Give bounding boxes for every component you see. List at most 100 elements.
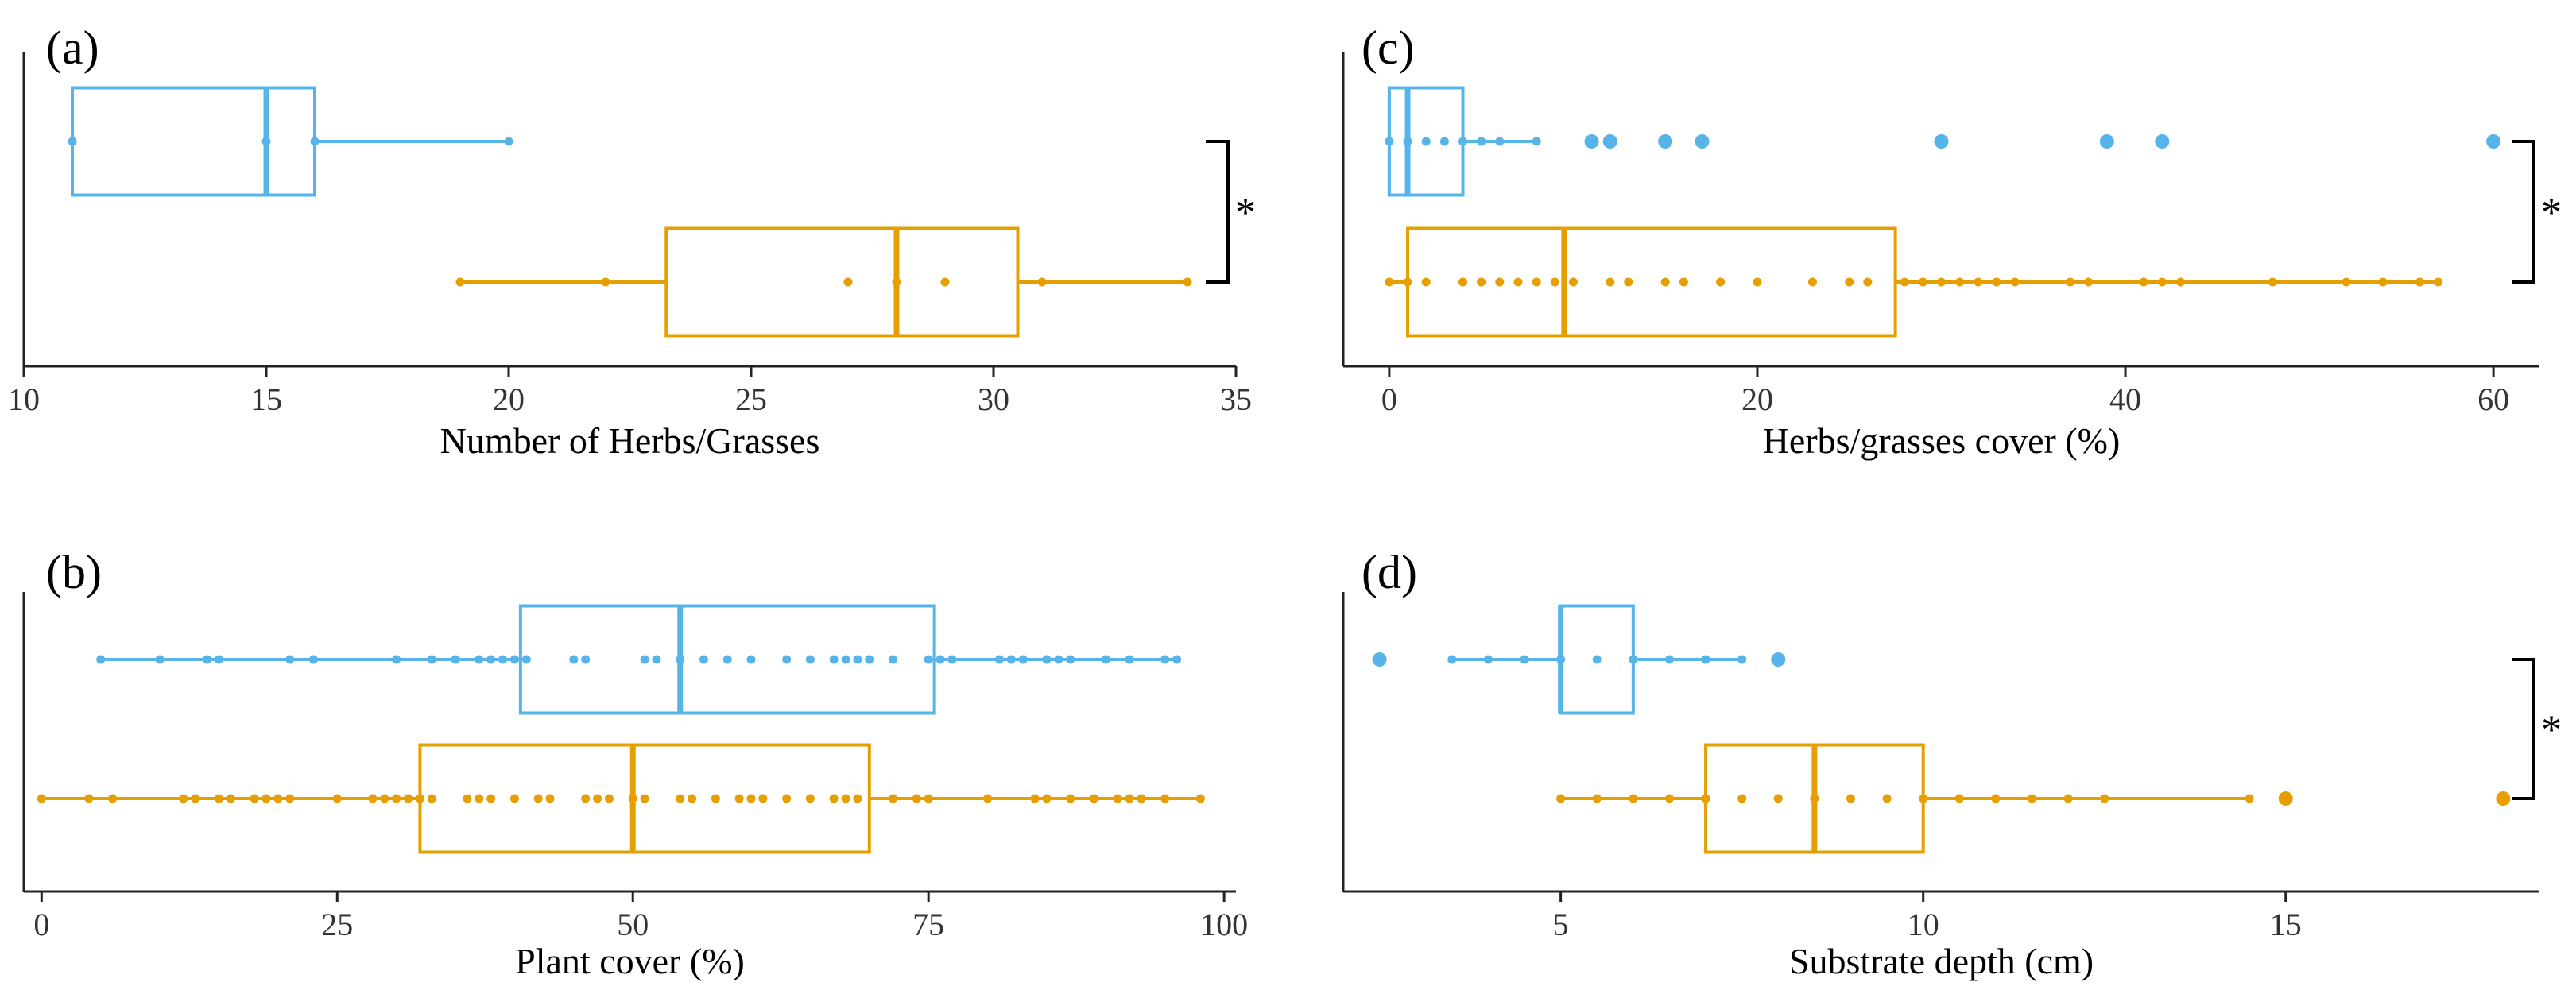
x-axis-label: Number of Herbs/Grasses xyxy=(440,420,820,461)
data-point xyxy=(722,655,732,664)
data-point xyxy=(1458,137,1467,146)
data-point xyxy=(1066,794,1075,803)
series-group1 xyxy=(1385,86,2501,197)
data-point xyxy=(676,655,685,664)
data-point xyxy=(285,655,295,664)
data-point xyxy=(533,794,543,803)
panel-label-a: (a) xyxy=(46,21,99,74)
data-point xyxy=(498,655,508,664)
data-point xyxy=(2066,277,2075,287)
significance-bracket xyxy=(2512,658,2535,800)
data-point xyxy=(463,794,472,803)
data-point xyxy=(2139,277,2148,287)
data-point xyxy=(628,794,637,803)
x-tick-label: 75 xyxy=(912,907,944,942)
data-point xyxy=(889,655,898,664)
data-point xyxy=(1664,794,1674,803)
outlier-point xyxy=(2486,134,2501,149)
data-point xyxy=(2157,277,2167,287)
data-point xyxy=(1160,794,1170,803)
data-point xyxy=(1018,655,1028,664)
iqr-box xyxy=(518,604,936,715)
data-point xyxy=(1701,655,1710,664)
x-tick-label: 40 xyxy=(2109,381,2141,417)
data-point xyxy=(2245,794,2254,803)
series-group1 xyxy=(68,86,513,197)
x-tick-label: 15 xyxy=(250,381,282,417)
significance-asterisk: * xyxy=(2541,708,2562,753)
data-point xyxy=(640,655,649,664)
data-point xyxy=(711,794,720,803)
data-point xyxy=(1992,277,2001,287)
data-point xyxy=(1550,277,1559,287)
data-point xyxy=(545,794,555,803)
data-point xyxy=(805,794,815,803)
outlier-point xyxy=(1771,652,1786,667)
data-point xyxy=(1054,655,1063,664)
data-point xyxy=(581,655,591,664)
data-point xyxy=(250,794,259,803)
data-point xyxy=(1477,137,1486,146)
data-point xyxy=(1624,277,1633,287)
data-point xyxy=(1737,655,1747,664)
panel-d: (d) 5 10 15 Substrate depth (cm) * xyxy=(1342,546,2562,981)
data-point xyxy=(1955,277,1965,287)
data-point xyxy=(404,794,413,803)
data-point xyxy=(1125,655,1134,664)
data-point xyxy=(601,277,610,287)
data-point xyxy=(1403,137,1412,146)
x-tick-label: 0 xyxy=(33,907,49,942)
data-point xyxy=(1195,794,1205,803)
x-tick-label: 0 xyxy=(1381,381,1397,417)
data-point xyxy=(1532,277,1541,287)
data-point xyxy=(805,655,815,664)
data-point xyxy=(2415,277,2424,287)
data-point xyxy=(427,655,436,664)
data-point xyxy=(1592,794,1602,803)
data-point xyxy=(676,794,685,803)
data-point xyxy=(2028,794,2037,803)
data-point xyxy=(569,655,579,664)
data-point xyxy=(37,794,46,803)
data-point xyxy=(1737,794,1747,803)
x-axis-label: Plant cover (%) xyxy=(515,941,745,981)
data-point xyxy=(84,794,94,803)
significance-bracket xyxy=(1206,140,1230,284)
data-point xyxy=(486,655,496,664)
data-point xyxy=(486,794,496,803)
data-point xyxy=(593,794,602,803)
data-point xyxy=(2100,794,2109,803)
x-tick-label: 20 xyxy=(1741,381,1773,417)
data-point xyxy=(1937,277,1946,287)
data-point xyxy=(924,794,933,803)
data-point xyxy=(1900,277,1909,287)
series-group2 xyxy=(455,226,1192,338)
data-point xyxy=(1030,794,1040,803)
data-point xyxy=(1113,794,1122,803)
data-point xyxy=(1385,137,1394,146)
x-tick-label: 25 xyxy=(735,381,767,417)
data-point xyxy=(581,794,591,803)
x-tick-label: 60 xyxy=(2477,381,2509,417)
data-point xyxy=(1137,794,1146,803)
data-point xyxy=(68,137,77,146)
data-point xyxy=(924,655,933,664)
data-point xyxy=(640,794,649,803)
data-point xyxy=(1846,794,1855,803)
data-point xyxy=(652,655,661,664)
x-axis-label: Herbs/grasses cover (%) xyxy=(1763,420,2121,461)
data-point xyxy=(889,794,898,803)
data-point xyxy=(699,655,708,664)
data-point xyxy=(427,794,436,803)
series-group1 xyxy=(1372,604,1786,715)
data-point xyxy=(475,655,484,664)
data-point xyxy=(368,794,378,803)
data-point xyxy=(1716,277,1726,287)
x-tick-label: 30 xyxy=(978,381,1009,417)
panel-label-d: (d) xyxy=(1362,546,1417,598)
data-point xyxy=(1556,655,1566,664)
data-point xyxy=(1477,277,1486,287)
data-point xyxy=(843,277,853,287)
data-point xyxy=(841,794,850,803)
data-point xyxy=(332,794,342,803)
